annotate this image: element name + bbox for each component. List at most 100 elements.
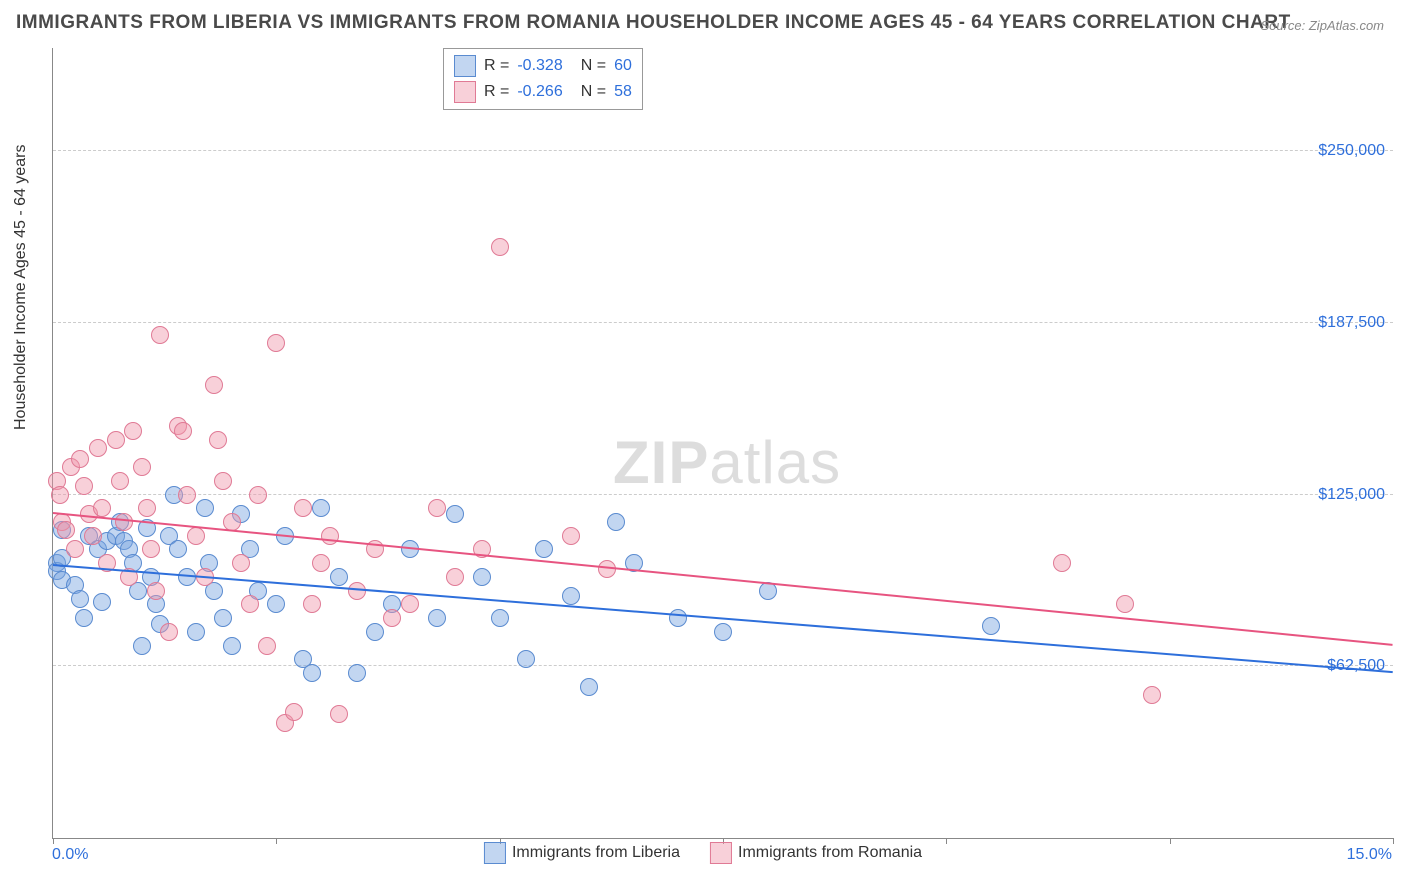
scatter-point: [174, 422, 192, 440]
legend-item-liberia: Immigrants from Liberia: [484, 842, 680, 864]
scatter-point: [209, 431, 227, 449]
scatter-point: [517, 650, 535, 668]
scatter-point: [580, 678, 598, 696]
watermark: ZIPatlas: [613, 428, 841, 497]
y-tick-label: $250,000: [1318, 142, 1385, 160]
gridline: [53, 322, 1393, 323]
scatter-point: [93, 593, 111, 611]
scatter-point: [249, 486, 267, 504]
scatter-point: [491, 609, 509, 627]
scatter-point: [223, 637, 241, 655]
scatter-point: [75, 609, 93, 627]
scatter-point: [446, 505, 464, 523]
correlation-stats-box: R = -0.328 N = 60 R = -0.266 N = 58: [443, 48, 643, 110]
scatter-point: [535, 540, 553, 558]
stat-r-label: R =: [484, 57, 509, 75]
scatter-point: [428, 499, 446, 517]
gridline: [53, 150, 1393, 151]
x-tick: [1170, 838, 1171, 844]
legend: Immigrants from Liberia Immigrants from …: [484, 842, 922, 864]
scatter-point: [669, 609, 687, 627]
x-tick: [276, 838, 277, 844]
scatter-point: [303, 664, 321, 682]
scatter-point: [1053, 554, 1071, 572]
stat-n-label: N =: [581, 57, 606, 75]
scatter-point: [138, 499, 156, 517]
stat-n-label-2: N =: [581, 83, 606, 101]
stats-row-liberia: R = -0.328 N = 60: [454, 53, 632, 79]
plot-area: ZIPatlas R = -0.328 N = 60 R = -0.266 N …: [52, 48, 1393, 839]
stat-r-label-2: R =: [484, 83, 509, 101]
scatter-point: [473, 568, 491, 586]
x-tick: [1393, 838, 1394, 844]
scatter-point: [169, 540, 187, 558]
scatter-point: [446, 568, 464, 586]
stat-r-liberia: -0.328: [517, 57, 562, 75]
x-tick-max: 15.0%: [1347, 846, 1392, 864]
trendline: [53, 564, 1393, 673]
scatter-point: [285, 703, 303, 721]
scatter-point: [241, 595, 259, 613]
source-attribution: Source: ZipAtlas.com: [1260, 18, 1384, 33]
scatter-point: [89, 439, 107, 457]
scatter-point: [71, 590, 89, 608]
scatter-point: [383, 609, 401, 627]
gridline: [53, 665, 1393, 666]
scatter-point: [1143, 686, 1161, 704]
chart-container: IMMIGRANTS FROM LIBERIA VS IMMIGRANTS FR…: [0, 0, 1406, 892]
scatter-point: [321, 527, 339, 545]
scatter-point: [160, 623, 178, 641]
scatter-point: [294, 499, 312, 517]
scatter-point: [124, 422, 142, 440]
scatter-point: [84, 527, 102, 545]
y-tick-label: $125,000: [1318, 486, 1385, 504]
x-tick: [946, 838, 947, 844]
scatter-point: [93, 499, 111, 517]
scatter-point: [214, 472, 232, 490]
scatter-point: [187, 527, 205, 545]
scatter-point: [147, 582, 165, 600]
scatter-point: [133, 637, 151, 655]
stat-r-romania: -0.266: [517, 83, 562, 101]
scatter-point: [142, 540, 160, 558]
y-axis-label: Householder Income Ages 45 - 64 years: [12, 145, 30, 431]
scatter-point: [196, 499, 214, 517]
scatter-point: [366, 623, 384, 641]
scatter-point: [232, 554, 250, 572]
watermark-bold: ZIP: [613, 429, 709, 496]
scatter-point: [51, 486, 69, 504]
x-tick: [53, 838, 54, 844]
watermark-light: atlas: [709, 429, 841, 496]
scatter-point: [562, 587, 580, 605]
swatch-romania: [454, 81, 476, 103]
scatter-point: [312, 554, 330, 572]
scatter-point: [178, 486, 196, 504]
scatter-point: [133, 458, 151, 476]
scatter-point: [107, 431, 125, 449]
legend-swatch-liberia: [484, 842, 506, 864]
scatter-point: [75, 477, 93, 495]
x-tick-min: 0.0%: [52, 846, 88, 864]
scatter-point: [714, 623, 732, 641]
legend-item-romania: Immigrants from Romania: [710, 842, 922, 864]
scatter-point: [214, 609, 232, 627]
scatter-point: [607, 513, 625, 531]
scatter-point: [151, 326, 169, 344]
y-tick-label: $187,500: [1318, 314, 1385, 332]
legend-swatch-romania: [710, 842, 732, 864]
scatter-point: [115, 513, 133, 531]
legend-label-liberia: Immigrants from Liberia: [512, 844, 680, 862]
chart-title: IMMIGRANTS FROM LIBERIA VS IMMIGRANTS FR…: [16, 12, 1291, 34]
scatter-point: [348, 664, 366, 682]
stat-n-liberia: 60: [614, 57, 632, 75]
scatter-point: [330, 705, 348, 723]
scatter-point: [267, 595, 285, 613]
scatter-point: [187, 623, 205, 641]
scatter-point: [330, 568, 348, 586]
stats-row-romania: R = -0.266 N = 58: [454, 79, 632, 105]
scatter-point: [491, 238, 509, 256]
scatter-point: [111, 472, 129, 490]
legend-label-romania: Immigrants from Romania: [738, 844, 922, 862]
scatter-point: [258, 637, 276, 655]
scatter-point: [267, 334, 285, 352]
